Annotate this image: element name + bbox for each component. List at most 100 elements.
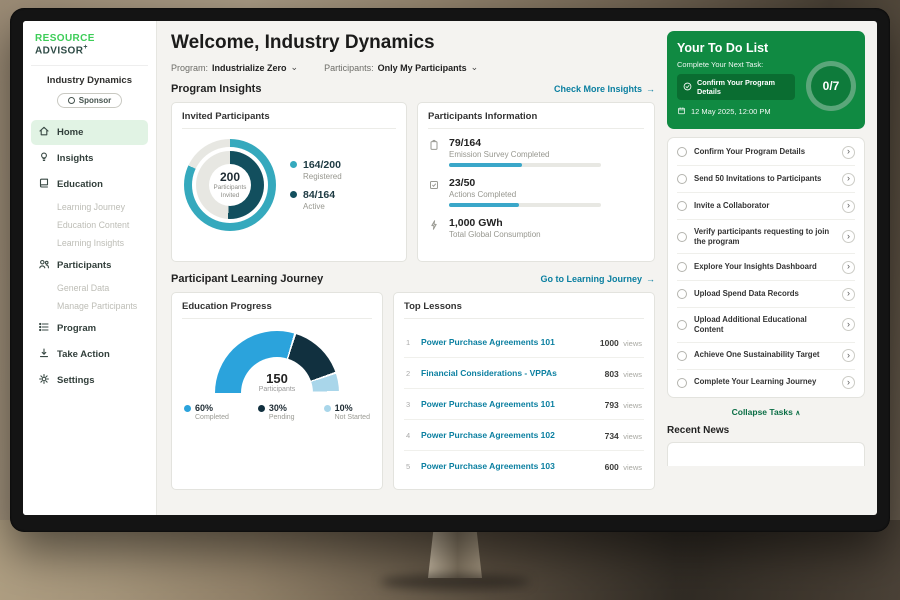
participants-icon <box>38 258 50 273</box>
legend-active: 84/164 Active <box>290 189 342 211</box>
lesson-views: 1000 views <box>599 338 642 348</box>
sidebar-item-label: Participants <box>57 260 112 272</box>
pending-legend-dot <box>257 405 265 412</box>
todo-progress-value: 0/7 <box>822 79 840 93</box>
sidebar-item-manage-participants[interactable]: Manage Participants <box>57 301 138 312</box>
sidebar-item-insights[interactable]: Insights <box>31 146 148 171</box>
card-title: Education Progress <box>182 301 372 319</box>
legend-pending: 30% Pending <box>257 403 295 421</box>
todo-task-item[interactable]: Upload Additional Educational Content › <box>677 308 855 343</box>
top-lessons-card: Top Lessons 1 Power Purchase Agreements … <box>393 292 655 490</box>
active-legend-dot <box>290 191 297 198</box>
sidebar-item-education-content[interactable]: Education Content <box>57 220 130 231</box>
todo-next-task[interactable]: Confirm Your Program Details <box>677 74 795 100</box>
org-name: Industry Dynamics <box>47 75 132 87</box>
program-insights-title: Program Insights <box>171 83 262 95</box>
registered-legend-dot <box>290 161 297 168</box>
todo-task-item[interactable]: Confirm Your Program Details › <box>677 139 855 166</box>
lesson-title-link[interactable]: Power Purchase Agreements 101 <box>421 337 555 347</box>
todo-task-item[interactable]: Verify participants requesting to join t… <box>677 220 855 255</box>
education-icon <box>38 177 50 192</box>
lesson-views: 600 views <box>604 462 642 472</box>
sidebar-item-learning-journey[interactable]: Learning Journey <box>57 202 125 213</box>
recent-news-card <box>667 441 865 466</box>
task-checkbox[interactable] <box>677 350 687 361</box>
todo-task-item[interactable]: Achieve One Sustainability Target › <box>677 343 855 370</box>
lesson-rank: 5 <box>406 461 411 471</box>
sidebar-item-home[interactable]: Home <box>31 120 148 146</box>
chevron-right-icon[interactable]: › <box>842 260 855 274</box>
completed-legend-dot <box>184 405 191 412</box>
insights-icon <box>38 151 50 166</box>
card-title: Top Lessons <box>404 301 644 319</box>
lesson-rank: 4 <box>406 430 411 440</box>
task-checkbox[interactable] <box>677 319 687 330</box>
lesson-row: 1 Power Purchase Agreements 101 1000 vie… <box>404 327 644 358</box>
lesson-rank: 3 <box>406 399 411 409</box>
education-progress-card: Education Progress 150 Participants <box>171 292 383 490</box>
task-checkbox[interactable] <box>677 201 687 211</box>
chevron-right-icon[interactable]: › <box>842 145 855 159</box>
lesson-title-link[interactable]: Power Purchase Agreements 101 <box>421 399 555 409</box>
donut-center-value: 200 <box>219 170 241 185</box>
chevron-right-icon[interactable]: › <box>842 376 855 389</box>
sidebar-item-participants[interactable]: Participants <box>31 253 148 278</box>
take-action-icon <box>38 347 50 362</box>
todo-task-item[interactable]: Invite a Collaborator › <box>677 193 855 220</box>
check-more-insights-link[interactable]: Check More Insights → <box>553 84 655 94</box>
lesson-title-link[interactable]: Power Purchase Agreements 103 <box>421 461 555 471</box>
sidebar-item-program[interactable]: Program <box>31 316 148 341</box>
lesson-row: 3 Power Purchase Agreements 101 793 view… <box>404 389 644 420</box>
insights-cards-row: Invited Participants 200 Participants <box>171 102 655 262</box>
todo-task-item[interactable]: Upload Spend Data Records › <box>677 281 855 309</box>
collapse-tasks-button[interactable]: Collapse Tasks ∧ <box>731 406 801 417</box>
chevron-right-icon[interactable]: › <box>842 349 855 362</box>
donut-legend: 164/200 Registered 84/164 Active <box>290 151 342 219</box>
lesson-title-link[interactable]: Power Purchase Agreements 102 <box>421 430 555 440</box>
chevron-right-icon[interactable]: › <box>842 230 855 244</box>
sidebar-item-learning-insights[interactable]: Learning Insights <box>57 238 124 249</box>
actions-progress-bar <box>449 203 519 207</box>
sidebar-item-take-action[interactable]: Take Action <box>31 342 148 367</box>
sidebar-nav: Home Insights Education Learning Journey… <box>31 120 148 393</box>
org-block: Industry Dynamics Sponsor <box>31 66 148 119</box>
task-checkbox[interactable] <box>677 147 687 157</box>
chevron-up-icon: ∧ <box>795 409 801 417</box>
go-to-learning-journey-link[interactable]: Go to Learning Journey → <box>540 274 655 284</box>
sidebar-item-settings[interactable]: Settings <box>31 368 148 393</box>
sponsor-badge[interactable]: Sponsor <box>56 93 123 109</box>
chevron-right-icon[interactable]: › <box>842 287 855 301</box>
legend-registered: 164/200 Registered <box>290 159 342 181</box>
task-checkbox[interactable] <box>677 289 687 300</box>
participants-information-card: Participants Information 79/164 Emission… <box>417 102 655 262</box>
app-screen: RESOURCE ADVISOR+ Industry Dynamics Spon… <box>23 21 877 515</box>
chevron-right-icon[interactable]: › <box>842 172 855 186</box>
todo-task-item[interactable]: Send 50 Invitations to Participants › <box>677 166 855 193</box>
task-checkbox[interactable] <box>677 231 687 242</box>
todo-task-item[interactable]: Complete Your Learning Journey › <box>677 370 855 396</box>
logo-resource: RESOURCE <box>35 33 95 44</box>
learning-journey-title: Participant Learning Journey <box>171 273 324 285</box>
task-checkbox[interactable] <box>677 377 687 388</box>
recent-news-title: Recent News <box>667 424 730 436</box>
clipboard-icon <box>428 137 441 167</box>
bolt-icon <box>428 217 441 243</box>
program-filter[interactable]: Program: Industrialize Zero ⌄ <box>171 61 299 73</box>
lesson-title-link[interactable]: Financial Considerations - VPPAs <box>421 368 557 378</box>
sidebar-item-label: Program <box>57 323 97 335</box>
task-checkbox[interactable] <box>677 262 687 273</box>
stand-shadow <box>380 574 530 590</box>
sidebar-item-education[interactable]: Education <box>31 172 148 197</box>
monitor-bezel: RESOURCE ADVISOR+ Industry Dynamics Spon… <box>10 8 890 532</box>
chevron-right-icon[interactable]: › <box>842 199 855 213</box>
sidebar-item-label: Education <box>57 179 103 191</box>
check-circle-icon <box>683 82 692 93</box>
chevron-right-icon[interactable]: › <box>842 318 855 332</box>
todo-due-date: 12 May 2025, 12:00 PM <box>677 106 855 117</box>
todo-task-item[interactable]: Explore Your Insights Dashboard › <box>677 254 855 282</box>
sidebar-item-general-data[interactable]: General Data <box>57 283 110 294</box>
sponsor-icon <box>67 97 75 105</box>
checklist-icon <box>428 177 441 207</box>
task-checkbox[interactable] <box>677 174 687 184</box>
participants-filter[interactable]: Participants: Only My Participants ⌄ <box>324 61 479 73</box>
